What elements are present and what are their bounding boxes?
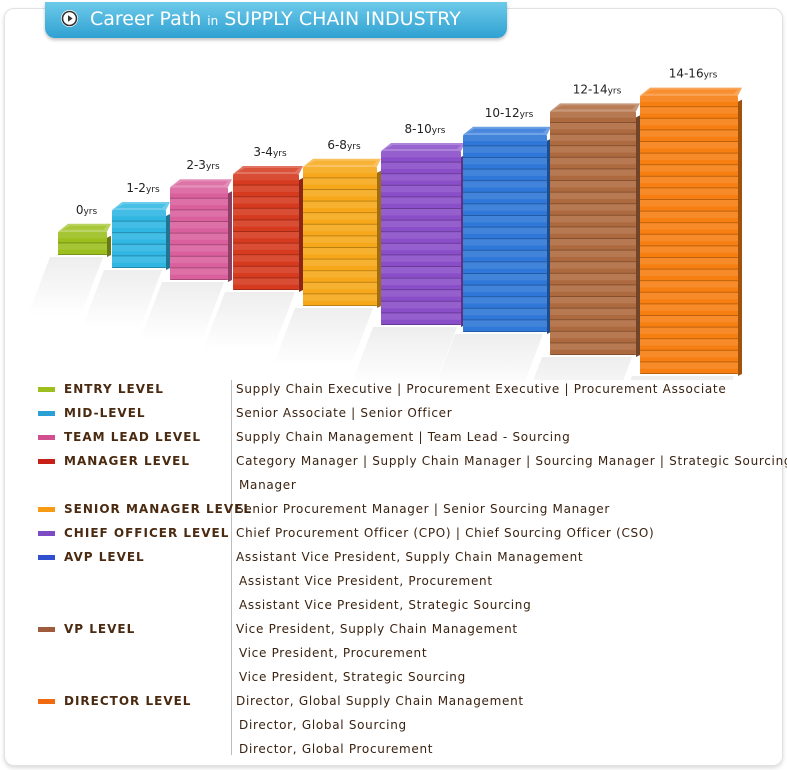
legend-role-text: Supply Chain Management | Team Lead - So… bbox=[236, 430, 571, 444]
legend-role-text: Senior Associate | Senior Officer bbox=[236, 406, 453, 420]
legend-swatch-0 bbox=[38, 387, 55, 392]
bar-reflection-4 bbox=[273, 308, 373, 366]
legend-role-text: Assistant Vice President, Supply Chain M… bbox=[236, 550, 584, 564]
legend-swatch-6 bbox=[38, 555, 55, 560]
legend-label-8: DIRECTOR LEVEL bbox=[64, 694, 192, 708]
bar-reflection-7 bbox=[533, 357, 632, 380]
legend-role-text: Category Manager | Supply Chain Manager … bbox=[236, 454, 787, 468]
bar-1-2yrs[interactable] bbox=[112, 202, 170, 270]
bar-0yrs[interactable] bbox=[58, 223, 111, 257]
bar-reflection-8 bbox=[630, 376, 734, 380]
legend-label-3: MANAGER LEVEL bbox=[64, 454, 190, 468]
legend-swatch-5 bbox=[38, 531, 55, 536]
legend-label-7: VP LEVEL bbox=[64, 622, 136, 636]
legend-label-6: AVP LEVEL bbox=[64, 550, 145, 564]
tick-labels-group: 0yrs 1-2yrs 2-3yrs 3-4yrs 6-8yrs 8-10yrs 10-12… bbox=[76, 67, 718, 217]
bar-14-16yrs[interactable] bbox=[640, 87, 742, 376]
legend-role-text: Manager bbox=[239, 478, 297, 492]
page-title: Career Path in SUPPLY CHAIN INDUSTRY bbox=[90, 8, 461, 30]
bar-reflection-5 bbox=[352, 327, 457, 380]
title-industry: SUPPLY CHAIN INDUSTRY bbox=[224, 8, 461, 30]
legend-swatch-7 bbox=[38, 627, 55, 632]
legend-role-text: Director, Global Sourcing bbox=[239, 718, 407, 732]
legend-role-text: Vice President, Procurement bbox=[239, 646, 428, 660]
legend-divider bbox=[231, 380, 232, 755]
tick-label-8: 14-16yrs bbox=[669, 67, 718, 81]
legend-label-0: ENTRY LEVEL bbox=[64, 382, 164, 396]
legend-role-text: Vice President, Supply Chain Management bbox=[236, 622, 518, 636]
legend-role-text: Supply Chain Executive | Procurement Exe… bbox=[236, 382, 727, 396]
legend-swatch-3 bbox=[38, 459, 55, 464]
legend-role-text: Senior Procurement Manager | Senior Sour… bbox=[236, 502, 611, 516]
bar-reflection-3 bbox=[203, 292, 295, 350]
legend-role-text: Chief Procurement Officer (CPO) | Chief … bbox=[236, 526, 655, 540]
legend-label-1: MID-LEVEL bbox=[64, 406, 146, 420]
bar-2-3yrs[interactable] bbox=[170, 179, 232, 282]
legend-swatch-2 bbox=[38, 435, 55, 440]
bar-reflection-2 bbox=[140, 282, 224, 340]
bar-10-12yrs[interactable] bbox=[463, 126, 551, 334]
legend-swatch-1 bbox=[38, 411, 55, 416]
bar-8-10yrs[interactable] bbox=[381, 143, 465, 327]
legend-role-text: Assistant Vice President, Procurement bbox=[239, 574, 493, 588]
bar-reflection-1 bbox=[82, 270, 162, 328]
career-bar-chart: 0yrs 1-2yrs 2-3yrs 3-4yrs 6-8yrs 8-10yrs 10-12… bbox=[28, 67, 742, 380]
tick-label-2: 2-3yrs bbox=[186, 158, 220, 172]
bars-group bbox=[58, 87, 742, 376]
bar-12-14yrs[interactable] bbox=[550, 103, 640, 358]
legend-role-text: Vice President, Strategic Sourcing bbox=[239, 670, 466, 684]
tick-label-3: 3-4yrs bbox=[253, 145, 287, 159]
legend-swatch-4 bbox=[38, 507, 55, 512]
tick-label-0: 0yrs bbox=[76, 203, 98, 217]
legend-label-4: SENIOR MANAGER LEVEL bbox=[64, 502, 252, 516]
play-icon[interactable] bbox=[61, 10, 78, 27]
bar-reflection-0 bbox=[28, 257, 103, 315]
bar-reflections bbox=[28, 257, 734, 380]
tick-label-7: 12-14yrs bbox=[573, 82, 622, 96]
bar-reflection-6 bbox=[437, 334, 543, 380]
bar-3-4yrs[interactable] bbox=[233, 166, 303, 292]
bar-6-8yrs[interactable] bbox=[303, 158, 381, 308]
tick-label-4: 6-8yrs bbox=[327, 138, 361, 152]
title-career-path: Career Path bbox=[90, 8, 202, 30]
tick-label-6: 10-12yrs bbox=[485, 106, 534, 120]
legend-swatch-8 bbox=[38, 699, 55, 704]
tick-label-1: 1-2yrs bbox=[126, 181, 160, 195]
legend-role-text: Director, Global Supply Chain Management bbox=[236, 694, 524, 708]
tick-label-5: 8-10yrs bbox=[405, 122, 446, 136]
title-banner: Career Path in SUPPLY CHAIN INDUSTRY bbox=[45, 2, 507, 38]
legend-label-5: CHIEF OFFICER LEVEL bbox=[64, 526, 230, 540]
title-in: in bbox=[207, 14, 219, 28]
legend-role-text: Director, Global Procurement bbox=[239, 742, 434, 756]
legend-role-text: Assistant Vice President, Strategic Sour… bbox=[239, 598, 532, 612]
legend-label-2: TEAM LEAD LEVEL bbox=[64, 430, 202, 444]
